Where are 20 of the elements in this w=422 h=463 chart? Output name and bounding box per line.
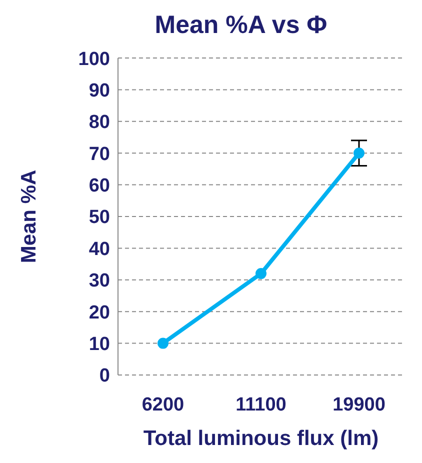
- y-axis-title: Mean %A: [17, 170, 40, 264]
- y-tick-label: 40: [88, 238, 110, 260]
- point: [158, 338, 168, 349]
- y-tick-label: 30: [88, 270, 110, 292]
- y-tick-label: 70: [88, 144, 110, 165]
- chart-title: Mean %A vs Φ: [154, 10, 328, 41]
- y-tick-label: 60: [88, 176, 110, 197]
- x-tick-label: 19900: [332, 394, 386, 416]
- y-tick-label: 100: [78, 48, 110, 70]
- y-tick-label: 80: [88, 112, 110, 134]
- y-tick-label: 20: [88, 302, 110, 324]
- x-tick-label: 6200: [142, 394, 184, 416]
- y-tick-label: 90: [88, 80, 110, 102]
- y-tick-label: 50: [88, 207, 110, 228]
- y-tick-label: 0: [99, 366, 110, 387]
- point: [256, 268, 266, 280]
- x-tick-label: 11100: [236, 394, 286, 416]
- x-axis-title: Total luminous flux (lm): [143, 427, 379, 450]
- point: [354, 148, 364, 159]
- y-tick-label: 10: [88, 334, 110, 356]
